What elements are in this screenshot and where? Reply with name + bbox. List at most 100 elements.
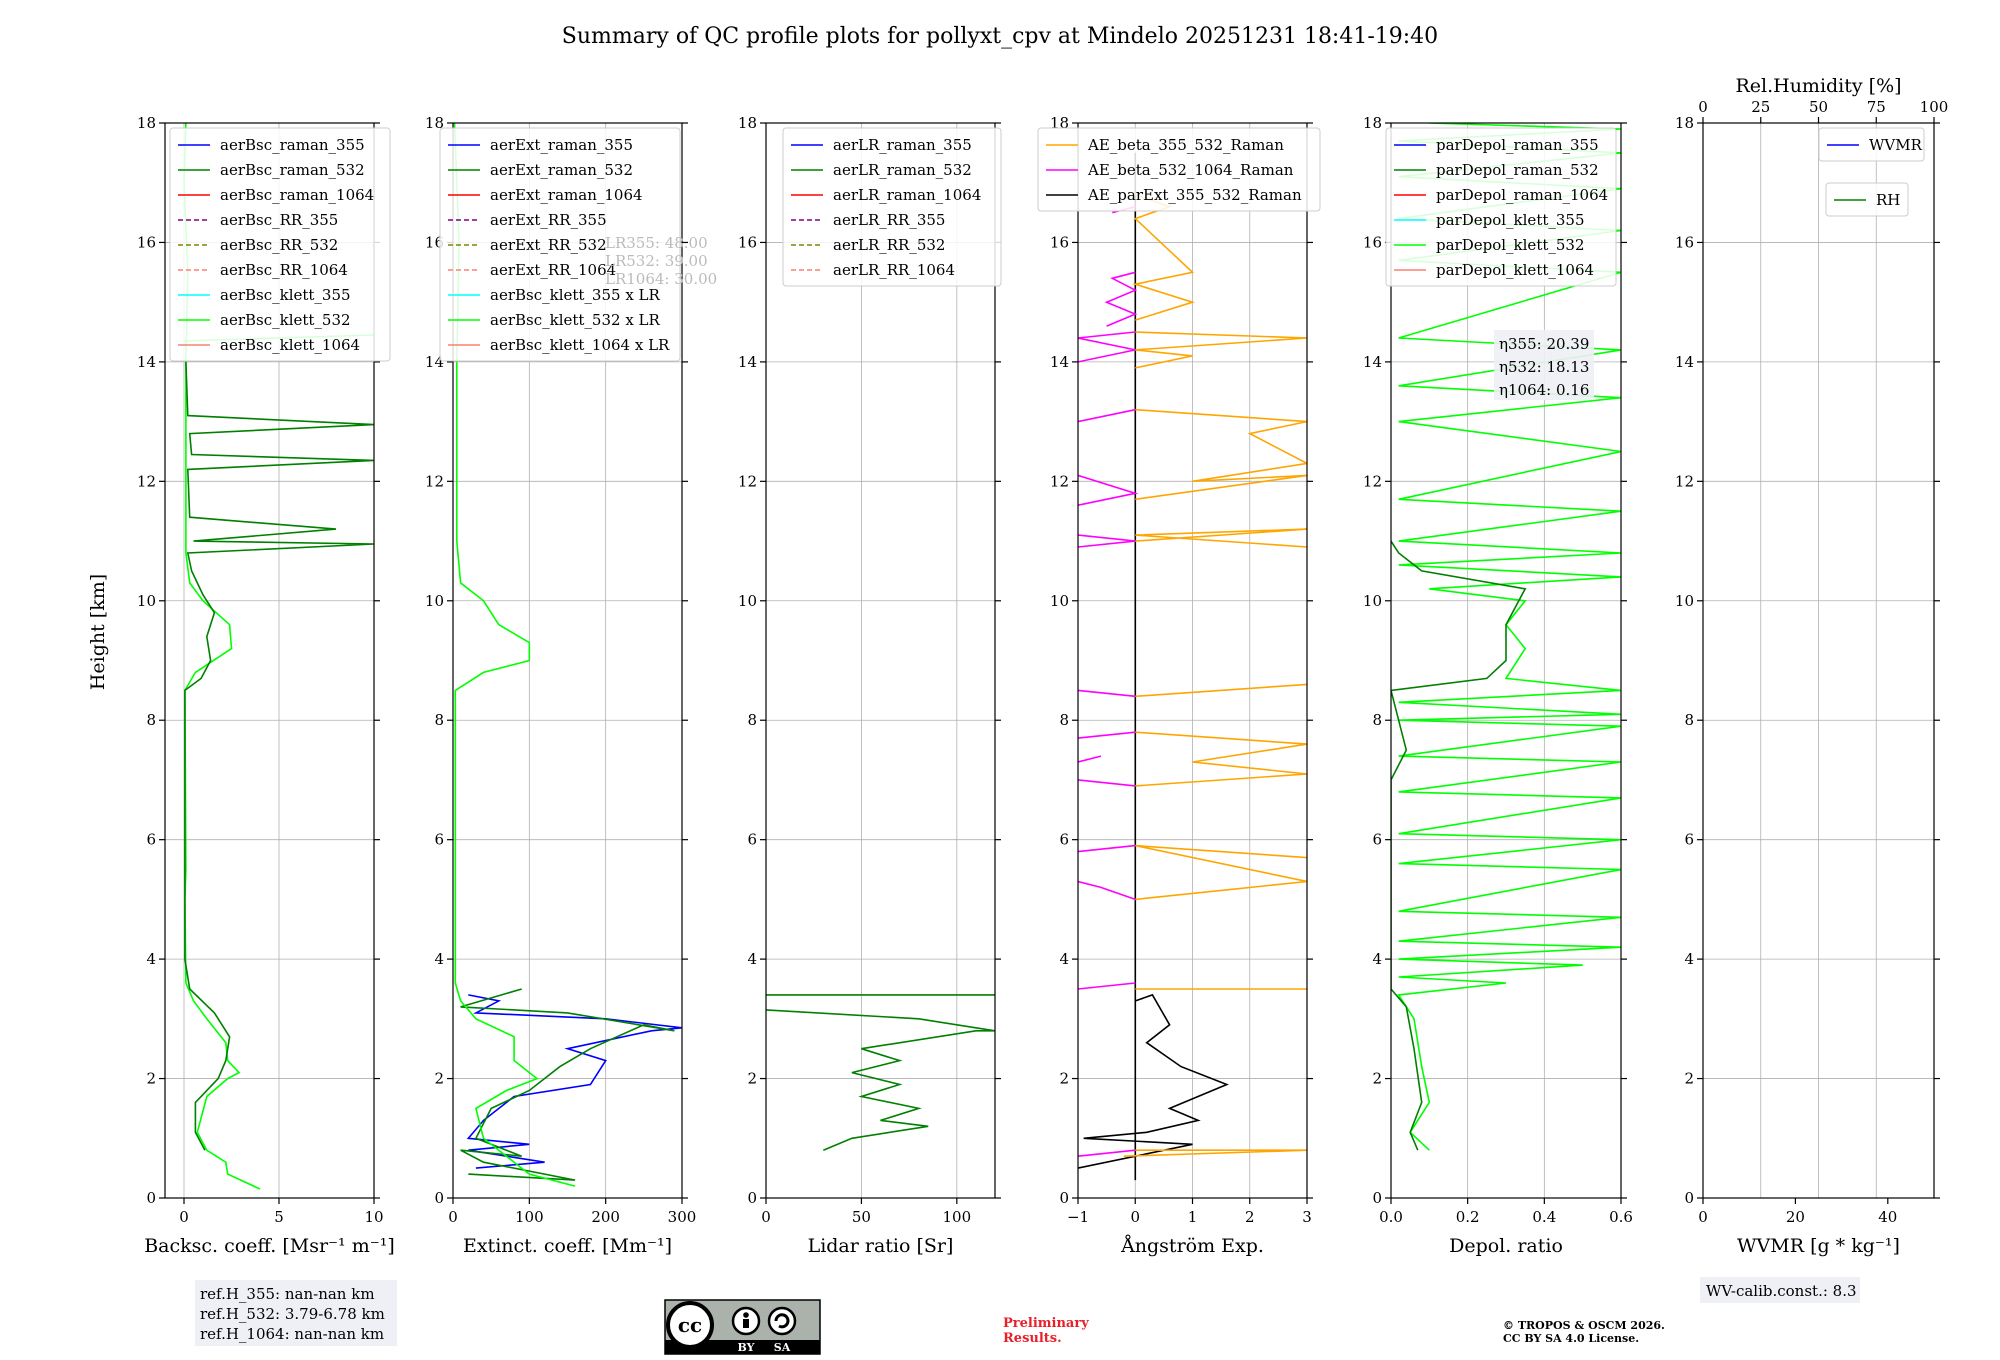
ytick-label-2: 2 (434, 1070, 444, 1088)
wv-calib-text: WV-calib.const.: 8.3 (1706, 1282, 1857, 1300)
series-ae-16 (1078, 755, 1102, 763)
legend-bsc-label-4: aerBsc_RR_532 (220, 236, 338, 254)
ytick-label-18: 18 (738, 114, 757, 132)
legend-bsc-label-8: aerBsc_klett_1064 (220, 336, 360, 354)
ytick-label-4: 4 (1684, 950, 1694, 968)
ytick-label-10: 10 (425, 592, 444, 610)
legend-bsc: aerBsc_raman_355 aerBsc_raman_532 aerBsc_r… (169, 127, 391, 362)
legend-ae-label-1: AE_beta_532_1064_Raman (1087, 161, 1294, 179)
x-axis-label-ext: Extinct. coeff. [Mm⁻¹] (463, 1235, 672, 1257)
series-ae-20 (1078, 474, 1139, 506)
ytick-label-10: 10 (738, 592, 757, 610)
ytick-label-18: 18 (1363, 114, 1382, 132)
xtick-label-100: 100 (515, 1208, 544, 1226)
legend-bsc-box (169, 127, 391, 362)
x-axis-label-wv: WVMR [g * kg⁻¹] (1737, 1235, 1900, 1257)
eta-box (1494, 330, 1594, 400)
ytick-label-16: 16 (137, 233, 156, 251)
ytick-label-14: 14 (1675, 353, 1694, 371)
lr-label-0: LR355: 48.00 (605, 234, 708, 252)
legend-lr-label-4: aerLR_RR_532 (833, 236, 945, 254)
ytick-label-12: 12 (137, 472, 156, 490)
x-axis-label-dep: Depol. ratio (1449, 1235, 1563, 1257)
top-xtick-label-50: 50 (1809, 98, 1828, 116)
xtick-label--1: −1 (1067, 1208, 1089, 1226)
legend-lr-label-2: aerLR_raman_1064 (833, 186, 981, 204)
legend-ext-label-5: aerExt_RR_1064 (490, 261, 616, 279)
legend-dep: parDepol_raman_355 parDepol_raman_532 parD… (1385, 127, 1617, 287)
legend-ae-box (1037, 127, 1321, 212)
ytick-label-16: 16 (1363, 233, 1382, 251)
legend-ext-box (439, 127, 681, 362)
x-axis-label-ae: Ångström Exp. (1120, 1235, 1264, 1257)
legend-lr-label-3: aerLR_RR_355 (833, 211, 945, 229)
legend-lr: aerLR_raman_355 aerLR_raman_532 aerLR_rama… (782, 127, 1002, 287)
ref-height-box: ref.H_355: nan-nan km ref.H_532: 3.79-6.… (195, 1280, 397, 1346)
legend-dep-label-0: parDepol_raman_355 (1436, 136, 1599, 154)
ytick-label-2: 2 (747, 1070, 757, 1088)
series-ae-23 (1104, 271, 1138, 327)
series-ae-6 (1135, 683, 1307, 698)
lr-label-2: LR1064: 30.00 (605, 270, 717, 288)
legend-ext: aerExt_raman_355 aerExt_raman_532 aerExt_r… (439, 127, 681, 362)
xtick-label-0.2: 0.2 (1456, 1208, 1480, 1226)
ytick-label-12: 12 (738, 472, 757, 490)
panel-bsc: 0 2 4 6 8 10 12 14 16 18 0 5 10 Backsc. coeff. [Msr⁻¹… (137, 114, 395, 1257)
legend-bsc-label-1: aerBsc_raman_532 (220, 161, 365, 179)
legend-lr-label-5: aerLR_RR_1064 (833, 261, 955, 279)
legend-ext-label-0: aerExt_raman_355 (490, 136, 633, 154)
cc-by-sa-logo: cc BY SA (664, 1299, 821, 1355)
legend2-wv: RH (1825, 182, 1909, 217)
eta-label-0: η355: 20.39 (1499, 335, 1589, 353)
ytick-label-6: 6 (434, 831, 444, 849)
ytick-label-0: 0 (1059, 1189, 1069, 1207)
legend-lr-label-1: aerLR_raman_532 (833, 161, 972, 179)
ytick-label-6: 6 (146, 831, 156, 849)
sa-icon (767, 1306, 797, 1336)
ytick-label-16: 16 (425, 233, 444, 251)
top-xtick-label-100: 100 (1920, 98, 1949, 116)
copyright-line2: CC BY SA 4.0 License. (1503, 1332, 1639, 1345)
panel-ext: 0 2 4 6 8 10 12 14 16 18 0 100 200 300 Extinct. coeff.… (425, 114, 717, 1257)
copyright-line1: © TROPOS & OSCM 2026. (1503, 1319, 1665, 1332)
series-bsc-1 (184, 361, 374, 1151)
legend-lr-label-0: aerLR_raman_355 (833, 136, 972, 154)
series-dep-1 (1391, 540, 1527, 1151)
series-ae-22 (1078, 331, 1136, 363)
xtick-label-100: 100 (943, 1208, 972, 1226)
series-ae-17 (1078, 731, 1136, 739)
ytick-label-16: 16 (738, 233, 757, 251)
frame-ext (452, 122, 683, 1199)
legend-ext-label-8: aerBsc_klett_1064 x LR (490, 336, 670, 354)
series-ae-4 (1135, 844, 1307, 901)
series-ae-9 (1135, 331, 1307, 369)
results-label: Results. (1003, 1331, 1062, 1346)
ytick-label-4: 4 (1059, 950, 1069, 968)
ytick-label-12: 12 (1363, 472, 1382, 490)
legend-bsc-label-3: aerBsc_RR_355 (220, 211, 338, 229)
ytick-label-2: 2 (146, 1070, 156, 1088)
series-ae-18 (1078, 689, 1136, 698)
legend-ext-label-6: aerBsc_klett_355 x LR (490, 286, 661, 304)
legend-bsc-label-6: aerBsc_klett_355 (220, 286, 351, 304)
series-ae-0 (1078, 993, 1229, 1181)
xtick-label-300: 300 (668, 1208, 697, 1226)
legend-ae-label-0: AE_beta_355_532_Raman (1087, 136, 1284, 154)
legend-dep-label-1: parDepol_raman_532 (1436, 161, 1599, 179)
xtick-label-5: 5 (274, 1208, 284, 1226)
legend-bsc-label-7: aerBsc_klett_532 (220, 311, 351, 329)
ytick-label-8: 8 (1372, 711, 1382, 729)
legend-dep-label-5: parDepol_klett_1064 (1436, 261, 1594, 279)
by-text: BY (738, 1341, 755, 1354)
series-ae-7 (1135, 528, 1307, 548)
series-ae-14 (1078, 844, 1136, 853)
x-axis-label-bsc: Backsc. coeff. [Msr⁻¹ m⁻¹] (144, 1235, 395, 1257)
xtick-label-3: 3 (1302, 1208, 1312, 1226)
wv-calib-box: WV-calib.const.: 8.3 (1700, 1277, 1860, 1303)
ytick-label-10: 10 (1050, 592, 1069, 610)
xtick-label-0: 0 (761, 1208, 771, 1226)
series-ae-10 (1132, 193, 1196, 321)
series-ae-19 (1078, 534, 1136, 548)
xtick-label-2: 2 (1245, 1208, 1255, 1226)
ytick-label-8: 8 (747, 711, 757, 729)
